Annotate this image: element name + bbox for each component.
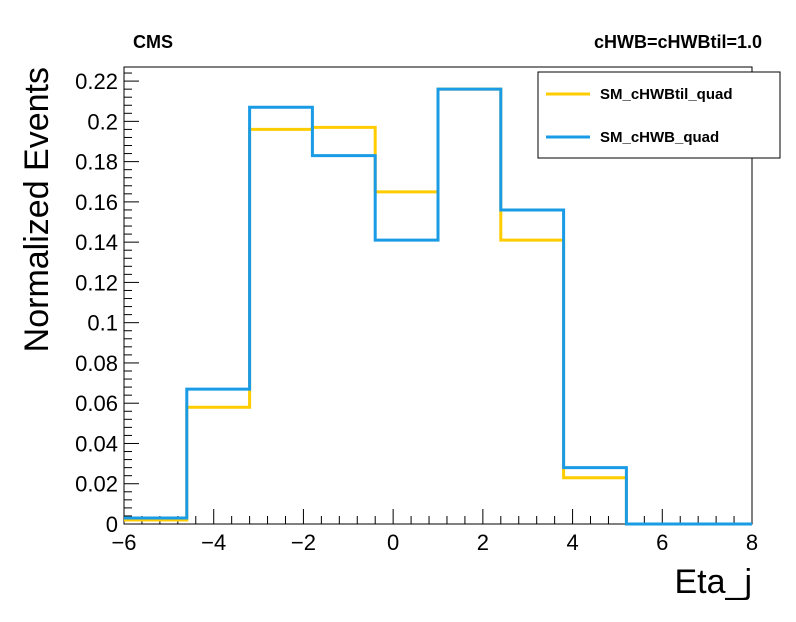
x-tick-label: 2 [477,530,489,555]
y-tick-label: 0.2 [87,109,118,134]
y-tick-label: 0.08 [75,351,118,376]
plot-layer: −6 −4 −2 0 2 4 6 8 0 0.02 0.04 0.06 0.08 0.1 0.12 0.14 0… [75,66,758,555]
y-tick-label: 0.22 [75,69,118,94]
cms-label: CMS [133,32,173,52]
parameter-label: cHWB=cHWBtil=1.0 [594,32,762,52]
y-tick-label: 0.16 [75,190,118,215]
x-tick-label: −4 [201,530,226,555]
y-tick-label: 0.14 [75,230,118,255]
y-axis-title: Normalized Events [18,67,56,352]
plot-frame [123,66,753,525]
y-tick-label: 0.18 [75,150,118,175]
y-tick-label: 0.06 [75,391,118,416]
y-tick-label: 0.12 [75,270,118,295]
x-tick-label: −2 [291,530,316,555]
legend: SM_cHWBtil_quad SM_cHWB_quad [537,71,781,159]
x-tick-label: 8 [746,530,758,555]
x-tick-label: 4 [566,530,578,555]
x-tick-label: 6 [656,530,668,555]
x-tick-label: 0 [387,530,399,555]
histogram-line-sm-chwb-quad [124,87,752,526]
y-tick-label: 0.1 [87,311,118,336]
y-tick-label: 0.04 [75,431,118,456]
y-tick-label: 0 [106,512,118,537]
x-tick-label: −6 [111,530,136,555]
legend-label-sm-chwb-quad: SM_cHWB_quad [600,129,719,146]
y-tick-label: 0.02 [75,472,118,497]
legend-label-sm-chwbtil-quad: SM_cHWBtil_quad [600,86,733,103]
x-axis-title: Eta_j [675,563,753,601]
legend-box [537,71,781,159]
